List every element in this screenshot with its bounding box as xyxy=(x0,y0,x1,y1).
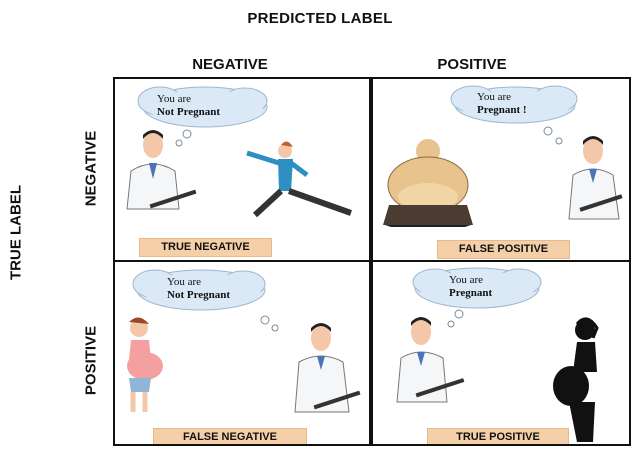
speech-text: You are Pregnant ! xyxy=(477,91,527,117)
cell-true-positive: You are Pregnant TRUE POSITIVE xyxy=(371,260,631,446)
speech-text: You are Pregnant xyxy=(449,274,492,300)
tag-false-positive: FALSE POSITIVE xyxy=(437,240,570,259)
thought-bubble xyxy=(450,85,578,145)
speech-text: You are Not Pregnant xyxy=(167,276,230,302)
thought-bubble xyxy=(137,86,268,147)
cell-true-negative: You are Not Pregnant TRUE NEGATIVE xyxy=(113,77,371,262)
pregnant-silhouette-figure xyxy=(553,317,599,442)
row-header-negative: NEGATIVE xyxy=(82,130,100,207)
speech-line-2: Not Pregnant xyxy=(167,289,231,301)
speech-line-1: You are xyxy=(477,91,512,103)
speech-line-1: You are xyxy=(167,276,202,288)
tag-false-negative: FALSE NEGATIVE xyxy=(153,428,307,444)
false-positive-illustration xyxy=(383,85,623,227)
cell-false-positive: You are Pregnant ! FALSE POSITIVE xyxy=(371,77,631,262)
true-negative-illustration xyxy=(126,86,353,218)
predicted-label-axis-title: PREDICTED LABEL xyxy=(247,10,393,27)
doctor-figure xyxy=(294,323,361,413)
doctor-figure xyxy=(396,317,465,403)
true-label-axis-title: TRUE LABEL xyxy=(7,185,25,280)
tag-true-negative: TRUE NEGATIVE xyxy=(139,238,272,257)
speech-line-2: Pregnant ! xyxy=(477,104,527,116)
speech-line-2: Pregnant xyxy=(449,287,493,299)
speech-line-1: You are xyxy=(157,93,192,105)
speech-text: You are Not Pregnant xyxy=(157,93,220,119)
true-positive-illustration xyxy=(396,267,599,442)
tag-true-positive: TRUE POSITIVE xyxy=(427,428,569,444)
column-header-negative: NEGATIVE xyxy=(192,56,268,73)
sumo-figure xyxy=(383,139,473,227)
doctor-figure xyxy=(568,136,623,220)
doctor-figure xyxy=(126,130,197,210)
row-header-positive: POSITIVE xyxy=(82,325,100,396)
dancer-figure xyxy=(246,141,353,218)
thought-bubble xyxy=(412,267,542,328)
speech-line-2: Not Pregnant xyxy=(157,106,221,118)
column-header-positive: POSITIVE xyxy=(437,56,507,73)
pregnant-woman-figure xyxy=(127,317,163,412)
speech-line-1: You are xyxy=(449,274,484,286)
thought-bubble xyxy=(132,269,279,332)
cell-false-negative: You are Not Pregnant FALSE NEGATIVE xyxy=(113,260,371,446)
false-negative-illustration xyxy=(127,269,361,413)
